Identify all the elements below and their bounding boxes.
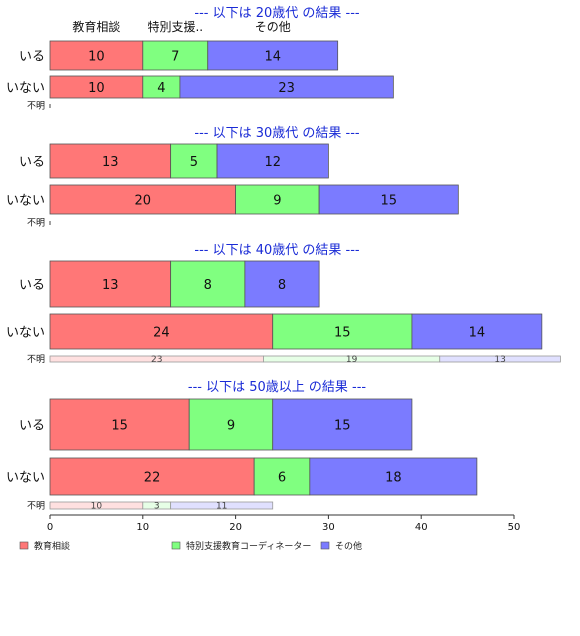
bar-segment: [49, 184, 237, 215]
x-tick-label: 10: [136, 522, 149, 533]
data-label: 18: [385, 471, 402, 486]
data-label: 6: [278, 471, 286, 486]
row-label: 不明: [27, 501, 45, 512]
bar-segment: [253, 457, 311, 496]
bar-segment: [207, 40, 339, 71]
bar-segment: [309, 457, 478, 496]
legend-label: 特別支援教育コーディネーター: [186, 540, 311, 552]
x-tick-label: 20: [229, 522, 242, 533]
data-label: 11: [216, 502, 227, 512]
data-label: 5: [190, 155, 198, 170]
data-label: 19: [346, 355, 358, 365]
data-label: 3: [154, 502, 160, 512]
data-label: 10: [91, 502, 103, 512]
data-label: 10: [88, 50, 105, 65]
data-label: 23: [151, 355, 162, 365]
row-label: いる: [19, 278, 45, 293]
data-label: 8: [204, 278, 212, 293]
legend-label: 教育相談: [34, 540, 70, 552]
bar-segment: [188, 398, 274, 451]
data-label: 7: [171, 50, 179, 65]
row-label: いる: [19, 419, 45, 434]
legend-swatch: [171, 541, 181, 550]
bar-segment: [272, 313, 413, 350]
data-label: 10: [88, 81, 105, 96]
x-tick-label: 30: [322, 522, 335, 533]
bar-segment: [411, 313, 543, 350]
bar-segment: [49, 260, 172, 308]
data-label: 14: [264, 50, 281, 65]
legend-label: その他: [335, 540, 362, 552]
data-label: 9: [273, 194, 281, 209]
data-label: 15: [334, 419, 351, 434]
data-label: 9: [227, 419, 235, 434]
column-header: その他: [255, 20, 291, 34]
row-label: 不明: [27, 101, 45, 112]
data-label: 4: [157, 81, 165, 96]
bar-segment: [179, 75, 394, 99]
row-label: いない: [6, 326, 45, 341]
bar-segment: [170, 143, 218, 179]
legend-swatch: [19, 541, 29, 550]
row-label: いない: [6, 81, 45, 96]
data-label: 24: [153, 326, 170, 341]
row-label: 不明: [27, 218, 45, 229]
row-label: 不明: [27, 354, 45, 365]
panel-title: --- 以下は 20歳代 の結果 ---: [194, 6, 360, 21]
bar-segment: [49, 457, 255, 496]
bar-segment: [244, 260, 320, 308]
panel-title: --- 以下は 40歳代 の結果 ---: [194, 243, 360, 258]
bar-segment: [318, 184, 459, 215]
row-label: いる: [19, 155, 45, 170]
bar-segment: [49, 143, 172, 179]
data-label: 12: [264, 155, 281, 170]
data-label: 14: [469, 326, 486, 341]
bar-segment: [272, 398, 413, 451]
data-label: 22: [144, 471, 161, 486]
data-label: 20: [135, 194, 152, 209]
bar-segment: [170, 260, 246, 308]
column-header: 特別支援..: [147, 19, 203, 34]
row-label: いない: [6, 471, 45, 486]
panel-title: --- 以下は 30歳代 の結果 ---: [194, 126, 360, 141]
data-label: 23: [278, 81, 295, 96]
bar-segment: [142, 40, 209, 71]
data-label: 8: [278, 278, 286, 293]
data-label: 15: [111, 419, 128, 434]
row-label: いない: [6, 194, 45, 209]
data-label: 15: [334, 326, 351, 341]
bar-segment: [49, 398, 190, 451]
row-label: いる: [19, 50, 45, 65]
panel-title: --- 以下は 50歳以上 の結果 ---: [188, 380, 367, 395]
data-label: 13: [102, 278, 119, 293]
bar-segment: [439, 355, 561, 363]
bar-segment: [49, 313, 274, 350]
data-label: 15: [380, 194, 397, 209]
column-header: 教育相談: [72, 19, 120, 34]
bar-segment: [235, 184, 320, 215]
data-label: 13: [102, 155, 119, 170]
bar-segment: [170, 501, 274, 510]
x-tick-label: 0: [47, 522, 53, 533]
x-tick-label: 50: [508, 522, 521, 533]
x-tick-label: 40: [415, 522, 428, 533]
bar-segment: [49, 40, 144, 71]
legend-swatch: [320, 541, 330, 550]
data-label: 13: [494, 355, 505, 365]
bar-segment: [216, 143, 329, 179]
